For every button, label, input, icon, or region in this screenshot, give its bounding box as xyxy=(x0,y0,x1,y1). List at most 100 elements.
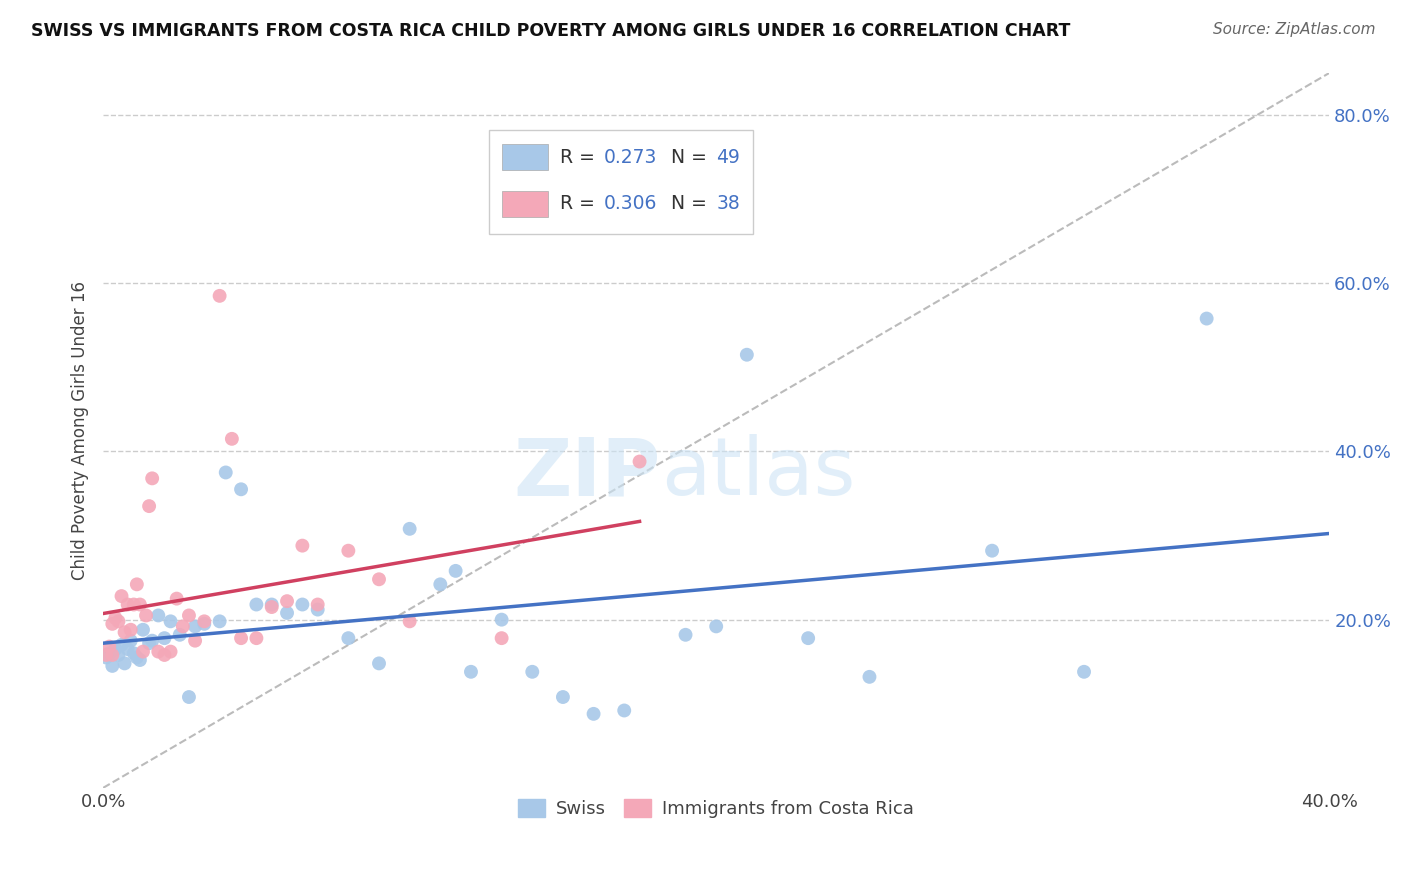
Point xyxy=(193,616,215,631)
Point xyxy=(368,572,391,586)
Point xyxy=(981,543,1004,558)
Point xyxy=(260,600,283,615)
Point xyxy=(153,648,176,662)
Point xyxy=(169,628,191,642)
Point xyxy=(96,650,118,665)
Point xyxy=(104,642,127,657)
Point xyxy=(141,633,163,648)
Text: atlas: atlas xyxy=(661,434,855,512)
Text: ZIP: ZIP xyxy=(513,434,661,512)
Point xyxy=(101,648,124,662)
Point xyxy=(110,638,132,652)
Point xyxy=(193,615,215,629)
Point xyxy=(125,577,148,591)
Point xyxy=(125,650,148,665)
Point xyxy=(122,598,145,612)
Point xyxy=(114,625,136,640)
Text: R =: R = xyxy=(561,194,602,213)
Point xyxy=(444,564,467,578)
Point xyxy=(132,645,155,659)
Text: 49: 49 xyxy=(716,148,740,167)
Point xyxy=(735,348,758,362)
Point xyxy=(120,623,142,637)
Point xyxy=(429,577,451,591)
Point xyxy=(129,598,152,612)
Text: 0.306: 0.306 xyxy=(603,194,657,213)
Point xyxy=(245,598,267,612)
Point xyxy=(704,619,727,633)
Point xyxy=(96,648,118,662)
Point xyxy=(177,608,200,623)
Point xyxy=(858,670,880,684)
Point xyxy=(129,653,152,667)
Point xyxy=(337,631,360,645)
Text: 38: 38 xyxy=(716,194,740,213)
Point xyxy=(276,594,298,608)
Point xyxy=(229,483,252,497)
Point xyxy=(122,646,145,660)
Point xyxy=(522,665,544,679)
Point xyxy=(491,631,513,645)
Text: Source: ZipAtlas.com: Source: ZipAtlas.com xyxy=(1212,22,1375,37)
Text: SWISS VS IMMIGRANTS FROM COSTA RICA CHILD POVERTY AMONG GIRLS UNDER 16 CORRELATI: SWISS VS IMMIGRANTS FROM COSTA RICA CHIL… xyxy=(31,22,1070,40)
Point xyxy=(117,598,139,612)
FancyBboxPatch shape xyxy=(502,191,548,217)
Y-axis label: Child Poverty Among Girls Under 16: Child Poverty Among Girls Under 16 xyxy=(72,281,89,580)
Point xyxy=(398,615,420,629)
Point xyxy=(148,608,170,623)
Point xyxy=(117,642,139,657)
Point xyxy=(132,623,155,637)
Text: N =: N = xyxy=(658,148,713,167)
Point xyxy=(159,645,181,659)
Point xyxy=(276,606,298,620)
Point xyxy=(166,591,188,606)
Text: R =: R = xyxy=(561,148,602,167)
Point xyxy=(98,640,121,654)
Point xyxy=(229,631,252,645)
Point xyxy=(582,706,605,721)
Point xyxy=(491,613,513,627)
FancyBboxPatch shape xyxy=(489,130,754,234)
Point xyxy=(1073,665,1095,679)
Point xyxy=(101,659,124,673)
Point xyxy=(368,657,391,671)
Point xyxy=(101,616,124,631)
Point xyxy=(291,539,314,553)
Point xyxy=(138,499,160,513)
Point xyxy=(551,690,574,704)
FancyBboxPatch shape xyxy=(502,145,548,170)
Point xyxy=(153,631,176,645)
Text: N =: N = xyxy=(658,194,713,213)
Point xyxy=(148,645,170,659)
Point xyxy=(184,619,207,633)
Point xyxy=(110,589,132,603)
Point xyxy=(177,690,200,704)
Point xyxy=(1195,311,1218,326)
Point xyxy=(208,615,231,629)
Point xyxy=(184,633,207,648)
Point xyxy=(107,648,129,662)
Point xyxy=(98,646,121,660)
Point xyxy=(307,598,329,612)
Point xyxy=(613,704,636,718)
Point xyxy=(337,543,360,558)
Point xyxy=(291,598,314,612)
Legend: Swiss, Immigrants from Costa Rica: Swiss, Immigrants from Costa Rica xyxy=(512,791,921,825)
Point xyxy=(797,631,820,645)
Point xyxy=(120,633,142,648)
Point xyxy=(159,615,181,629)
Point xyxy=(221,432,243,446)
Point xyxy=(215,466,238,480)
Point xyxy=(135,608,157,623)
Text: 0.273: 0.273 xyxy=(603,148,657,167)
Point xyxy=(107,615,129,629)
Point xyxy=(141,471,163,485)
Point xyxy=(307,602,329,616)
Point xyxy=(172,619,194,633)
Point xyxy=(675,628,697,642)
Point xyxy=(460,665,482,679)
Point xyxy=(104,611,127,625)
Point xyxy=(138,636,160,650)
Point xyxy=(398,522,420,536)
Point xyxy=(114,657,136,671)
